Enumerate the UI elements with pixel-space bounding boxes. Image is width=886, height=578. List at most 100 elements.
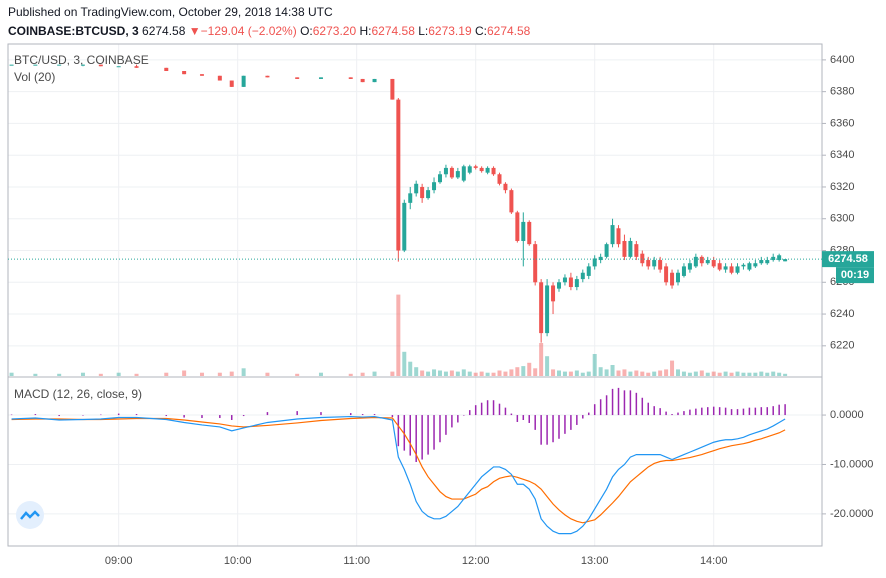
volume-bar (539, 343, 544, 376)
volume-bar (783, 373, 788, 376)
volume-bar (676, 369, 681, 376)
candle-body (568, 277, 573, 288)
volume-bar (545, 356, 550, 376)
candle-body (360, 78, 365, 83)
published: Published on TradingView.com, October 29… (8, 5, 333, 19)
histogram-bar (522, 415, 525, 420)
volume-bar (348, 373, 353, 376)
candle-body (711, 260, 716, 267)
candle-body (479, 167, 484, 172)
y-tick-label: 6320 (830, 181, 854, 193)
volume-bar (461, 369, 466, 376)
volume-bar (455, 371, 460, 376)
histogram-bar (748, 407, 751, 416)
volume-bar (735, 371, 740, 376)
volume-bar (390, 371, 395, 376)
volume-bar (98, 373, 103, 376)
x-tick-label: 12:00 (462, 555, 490, 567)
volume-bar (586, 371, 591, 376)
histogram-bar (451, 415, 453, 428)
histogram-bar (474, 405, 477, 416)
candle-body (134, 66, 139, 68)
histogram-bar (492, 400, 495, 416)
candle-body (658, 260, 663, 270)
histogram-bar (528, 415, 530, 423)
volume-bar (687, 372, 692, 376)
candle-body (562, 277, 567, 283)
candle-body (753, 263, 758, 267)
volume-bar (556, 370, 561, 376)
candle-body (182, 71, 187, 75)
histogram-bar (772, 406, 774, 416)
histogram-bar (296, 411, 298, 416)
candle-body (574, 279, 579, 288)
volume-bar (473, 372, 478, 376)
candle-body (402, 202, 407, 251)
volume-bar (57, 373, 62, 376)
candle-body (545, 285, 550, 334)
candle-body (432, 182, 437, 191)
candle-body (580, 272, 585, 280)
volume-bar (681, 371, 686, 376)
candle-body (414, 183, 419, 194)
price-pane-title: BTC/USD, 3, COINBASE (14, 53, 149, 67)
histogram-bar (421, 415, 423, 460)
histogram-bar (230, 415, 233, 420)
volume-bar (521, 366, 526, 376)
histogram-bar (611, 388, 614, 416)
candle-body (771, 256, 776, 261)
volume-bar (217, 372, 222, 376)
candle-body (681, 266, 686, 276)
volume-bar (467, 371, 472, 376)
histogram-bar (10, 414, 13, 416)
histogram-bar (498, 403, 501, 416)
volume-bar (640, 371, 645, 376)
candle-body (783, 259, 788, 262)
l-value: 6273.19 (428, 24, 472, 38)
candle-body (57, 64, 62, 66)
histogram-bar (433, 415, 435, 450)
volume-bar (443, 371, 448, 376)
countdown-label: 00:19 (841, 269, 869, 281)
y-tick-label: 0.0000 (830, 409, 864, 421)
histogram-bar (629, 390, 632, 416)
x-tick-label: 09:00 (105, 555, 133, 567)
volume-bar (652, 371, 657, 376)
histogram-bar (480, 402, 483, 416)
candle-body (735, 266, 740, 273)
histogram-bar (647, 402, 650, 416)
grid (8, 44, 822, 546)
volume-bar (402, 351, 407, 376)
histogram-bar (320, 412, 322, 416)
candle-body (491, 167, 496, 175)
candle-body (116, 66, 121, 68)
volume-bar (574, 370, 579, 376)
candle-body (217, 75, 222, 81)
c-label: C: (474, 24, 487, 38)
histogram-bar (605, 395, 608, 416)
histogram-bar (724, 407, 727, 416)
volume-bar (164, 372, 169, 376)
y-tick-label: 6300 (830, 213, 854, 225)
last-price-label: 6274.58 (828, 253, 868, 265)
candle-body (318, 77, 323, 79)
quote-line: COINBASE:BTCUSD, 3 6274.58 ▼−129.04 (−2.… (8, 22, 530, 41)
candle-body (33, 64, 38, 66)
candle-body (676, 272, 681, 283)
histogram-bar (712, 406, 715, 416)
histogram-bar (689, 409, 691, 416)
histogram-bar (730, 409, 733, 416)
candle-body (664, 266, 669, 283)
histogram-bar (534, 415, 536, 430)
histogram-bar (391, 415, 394, 418)
volume-bar (604, 369, 609, 376)
volume-bar (479, 371, 484, 376)
histogram-bar (117, 413, 120, 416)
candle-body (420, 186, 425, 199)
volume-bar (741, 372, 746, 376)
histogram-bar (677, 412, 679, 416)
histogram-bar (457, 415, 459, 423)
histogram-bar (701, 407, 703, 416)
histogram-bar (397, 415, 400, 447)
